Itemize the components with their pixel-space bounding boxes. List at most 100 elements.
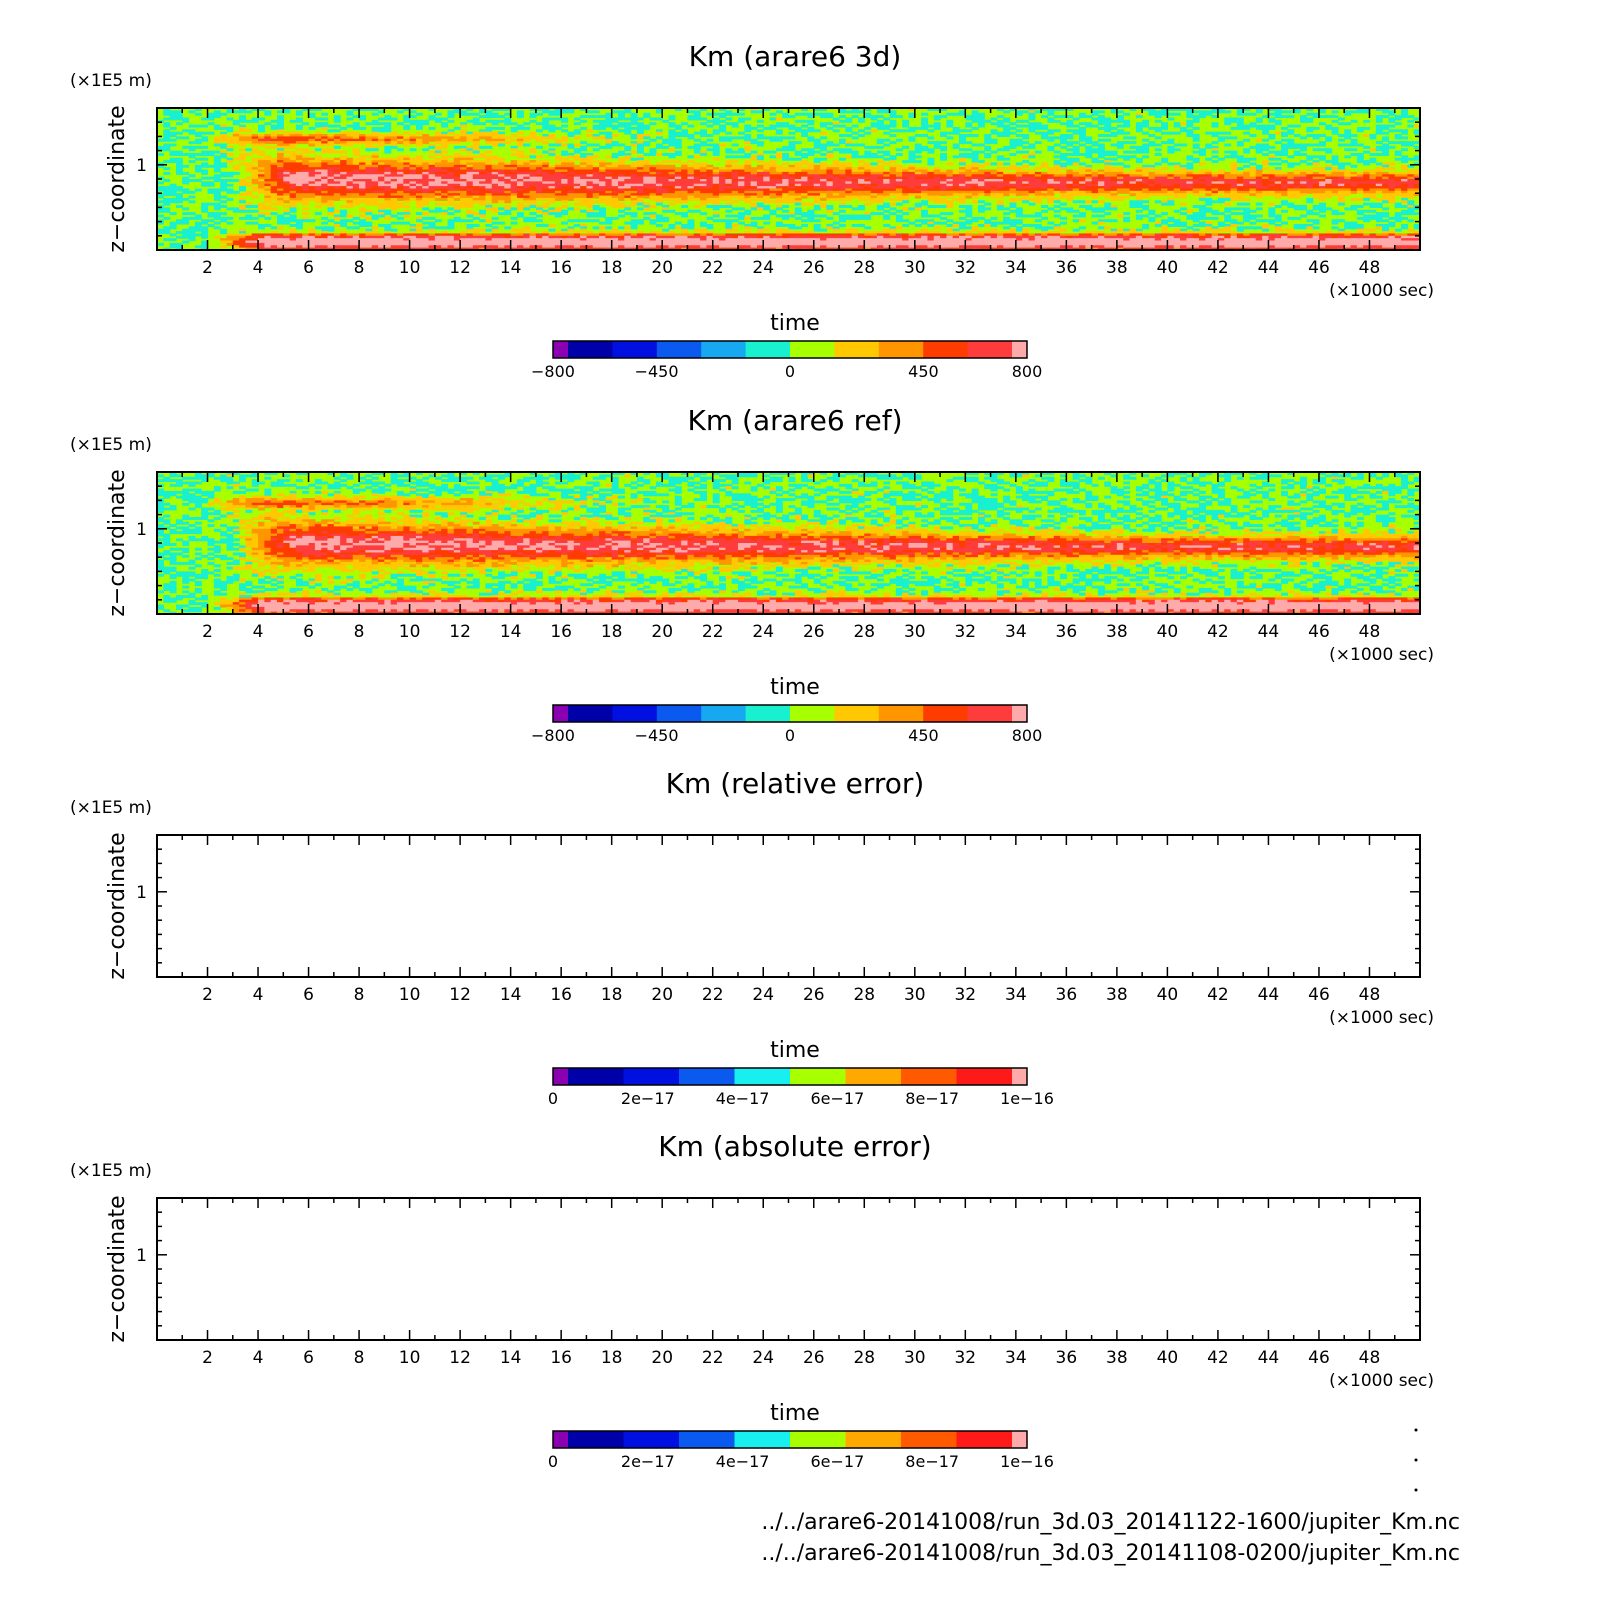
heatmap-cell (498, 131, 505, 135)
heatmap-cell (744, 134, 752, 137)
heatmap-cell (226, 179, 234, 182)
heatmap-cell (1078, 122, 1086, 126)
heatmap-cell (384, 174, 392, 178)
heatmap-cell (580, 183, 588, 187)
heatmap-cell (1236, 124, 1244, 128)
heatmap-cell (1255, 108, 1263, 111)
heatmap-cell (769, 155, 777, 159)
heatmap-cell (643, 186, 651, 190)
heatmap-cell (959, 129, 966, 133)
heatmap-cell (276, 188, 284, 192)
heatmap-cell (1173, 183, 1181, 187)
heatmap-cell (1078, 181, 1086, 185)
heatmap-cell (220, 188, 228, 192)
heatmap-cell (302, 122, 310, 126)
heatmap-cell (1028, 171, 1036, 175)
heatmap-cell (655, 186, 663, 190)
heatmap-cell (245, 167, 253, 171)
heatmap-cell (1249, 183, 1257, 187)
heatmap-cell (946, 176, 954, 180)
heatmap-cell (990, 122, 998, 126)
heatmap-cell (251, 141, 259, 145)
heatmap-cell (384, 179, 392, 182)
heatmap-cell (851, 150, 859, 154)
heatmap-cell (371, 112, 379, 116)
heatmap-cell (832, 129, 840, 133)
heatmap-cell (801, 167, 809, 171)
heatmap-cell (1388, 117, 1396, 121)
heatmap-cell (201, 164, 209, 168)
heatmap-cell (479, 162, 486, 166)
heatmap-cell (396, 155, 404, 159)
heatmap-cell (573, 122, 581, 126)
heatmap-cell (1135, 188, 1143, 192)
heatmap-cell (712, 117, 720, 121)
heatmap-cell (1110, 169, 1118, 173)
heatmap-cell (687, 179, 695, 182)
heatmap-cell (636, 162, 644, 166)
heatmap-cell (782, 183, 790, 187)
heatmap-cell (232, 138, 240, 142)
heatmap-cell (213, 176, 221, 180)
heatmap-cell (763, 176, 771, 180)
heatmap-cell (1293, 193, 1301, 197)
heatmap-cell (1401, 110, 1408, 114)
heatmap-cell (466, 193, 474, 197)
heatmap-cell (876, 183, 884, 187)
heatmap-cell (295, 176, 303, 180)
heatmap-cell (643, 188, 651, 192)
heatmap-cell (1003, 190, 1011, 194)
heatmap-cell (428, 108, 436, 111)
heatmap-cell (599, 126, 606, 130)
heatmap-cell (1306, 162, 1314, 166)
heatmap-cell (643, 202, 651, 206)
heatmap-cell (1274, 112, 1282, 116)
heatmap-cell (1236, 112, 1244, 116)
heatmap-cell (1287, 193, 1295, 197)
heatmap-cell (295, 188, 303, 192)
heatmap-cell (498, 138, 505, 142)
heatmap-cell (813, 197, 821, 201)
heatmap-cell (554, 162, 562, 166)
heatmap-cell (1268, 124, 1276, 128)
heatmap-cell (1123, 112, 1131, 116)
heatmap-cell (940, 155, 947, 159)
heatmap-cell (832, 162, 840, 166)
heatmap-cell (794, 150, 802, 154)
heatmap-cell (1129, 155, 1137, 159)
heatmap-cell (959, 169, 966, 173)
heatmap-cell (447, 202, 455, 206)
heatmap-cell (618, 183, 625, 187)
heatmap-cell (1230, 176, 1238, 180)
heatmap-cell (1009, 193, 1017, 197)
heatmap-cell (346, 183, 354, 187)
heatmap-cell (403, 141, 411, 145)
heatmap-cell (700, 117, 708, 121)
heatmap-cell (239, 148, 247, 152)
heatmap-cell (1060, 171, 1067, 175)
heatmap-cell (592, 186, 600, 190)
heatmap-cell (1161, 200, 1169, 204)
heatmap-cell (826, 167, 834, 171)
heatmap-cell (472, 171, 480, 175)
heatmap-cell (1085, 181, 1093, 185)
heatmap-cell (1066, 152, 1074, 156)
heatmap-cell (839, 124, 846, 128)
heatmap-cell (352, 181, 360, 185)
heatmap-cell (340, 190, 348, 194)
heatmap-cell (1198, 181, 1206, 185)
heatmap-cell (655, 131, 663, 135)
heatmap-cell (599, 183, 606, 187)
heatmap-cell (1363, 134, 1371, 137)
heatmap-cell (1072, 169, 1080, 173)
heatmap-cell (990, 162, 998, 166)
heatmap-cell (1060, 190, 1067, 194)
heatmap-cell (668, 188, 676, 192)
heatmap-cell (447, 112, 455, 116)
heatmap-cell (220, 164, 228, 168)
heatmap-cell (1350, 110, 1358, 114)
heatmap-cell (605, 117, 613, 121)
heatmap-cell (1198, 188, 1206, 192)
heatmap-cell (220, 126, 228, 130)
heatmap-cell (902, 124, 910, 128)
